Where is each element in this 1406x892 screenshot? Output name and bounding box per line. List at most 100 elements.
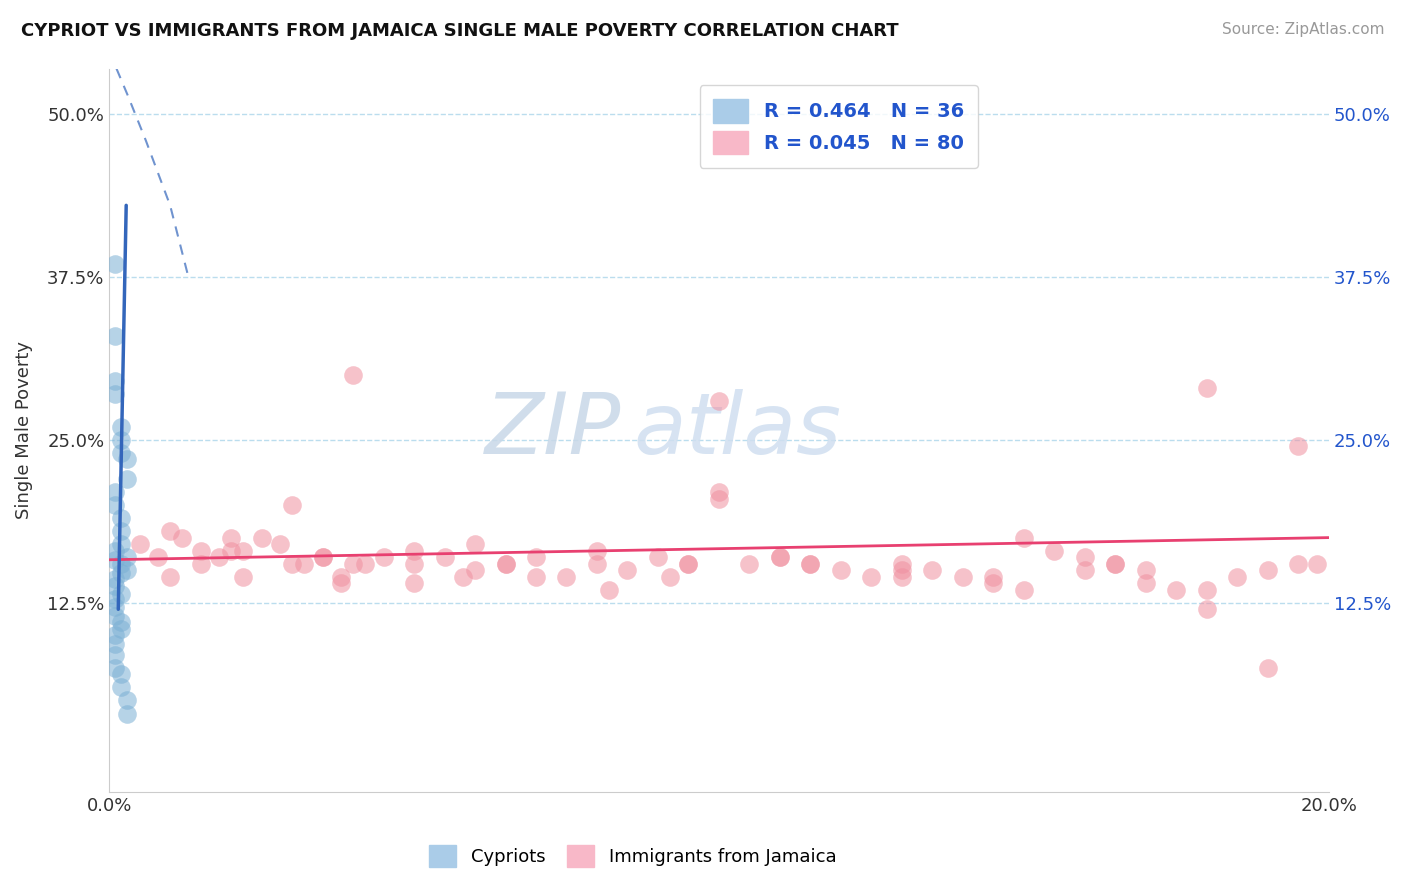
Point	[110, 587, 132, 601]
Text: ZIP: ZIP	[485, 389, 621, 472]
Point	[117, 563, 139, 577]
Point	[402, 543, 425, 558]
Point	[1012, 582, 1035, 597]
Point	[269, 537, 291, 551]
Point	[464, 563, 486, 577]
Point	[799, 557, 821, 571]
Point	[524, 550, 547, 565]
Point	[190, 557, 212, 571]
Point	[1074, 550, 1097, 565]
Point	[1074, 563, 1097, 577]
Point	[110, 511, 132, 525]
Point	[402, 557, 425, 571]
Point	[678, 557, 700, 571]
Point	[830, 563, 852, 577]
Point	[110, 537, 132, 551]
Point	[104, 543, 127, 558]
Point	[104, 637, 127, 651]
Point	[104, 387, 127, 401]
Point	[921, 563, 943, 577]
Point	[1166, 582, 1188, 597]
Point	[799, 557, 821, 571]
Point	[104, 485, 127, 500]
Point	[104, 591, 127, 606]
Point	[104, 628, 127, 642]
Point	[1195, 381, 1218, 395]
Point	[598, 582, 620, 597]
Point	[159, 524, 181, 538]
Point	[1012, 531, 1035, 545]
Point	[1226, 570, 1249, 584]
Point	[1286, 439, 1309, 453]
Point	[659, 570, 682, 584]
Point	[738, 557, 761, 571]
Point	[110, 566, 132, 580]
Point	[495, 557, 517, 571]
Point	[707, 393, 730, 408]
Point	[860, 570, 883, 584]
Point	[433, 550, 456, 565]
Y-axis label: Single Male Poverty: Single Male Poverty	[15, 341, 32, 519]
Point	[208, 550, 231, 565]
Point	[110, 615, 132, 630]
Point	[110, 622, 132, 636]
Legend: R = 0.464   N = 36, R = 0.045   N = 80: R = 0.464 N = 36, R = 0.045 N = 80	[700, 86, 977, 168]
Point	[159, 570, 181, 584]
Point	[117, 550, 139, 565]
Point	[219, 531, 242, 545]
Point	[373, 550, 395, 565]
Point	[707, 485, 730, 500]
Point	[110, 667, 132, 681]
Point	[586, 543, 609, 558]
Point	[329, 576, 352, 591]
Point	[524, 570, 547, 584]
Point	[104, 498, 127, 512]
Point	[146, 550, 169, 565]
Point	[1135, 576, 1157, 591]
Point	[1135, 563, 1157, 577]
Point	[281, 498, 304, 512]
Point	[952, 570, 974, 584]
Point	[110, 681, 132, 695]
Point	[117, 472, 139, 486]
Point	[117, 693, 139, 707]
Point	[250, 531, 273, 545]
Point	[1043, 543, 1066, 558]
Point	[110, 446, 132, 460]
Point	[292, 557, 315, 571]
Point	[647, 550, 669, 565]
Point	[128, 537, 150, 551]
Point	[555, 570, 578, 584]
Point	[890, 563, 912, 577]
Point	[464, 537, 486, 551]
Point	[890, 557, 912, 571]
Point	[495, 557, 517, 571]
Point	[678, 557, 700, 571]
Point	[1257, 661, 1279, 675]
Point	[1195, 602, 1218, 616]
Point	[329, 570, 352, 584]
Point	[104, 579, 127, 593]
Point	[232, 543, 254, 558]
Point	[104, 257, 127, 271]
Point	[104, 599, 127, 614]
Point	[983, 570, 1005, 584]
Point	[1104, 557, 1126, 571]
Point	[769, 550, 792, 565]
Point	[342, 368, 364, 382]
Point	[1257, 563, 1279, 577]
Point	[110, 420, 132, 434]
Point	[1286, 557, 1309, 571]
Point	[110, 524, 132, 538]
Point	[1305, 557, 1327, 571]
Point	[117, 706, 139, 721]
Point	[232, 570, 254, 584]
Point	[983, 576, 1005, 591]
Legend: Cypriots, Immigrants from Jamaica: Cypriots, Immigrants from Jamaica	[422, 838, 844, 874]
Point	[1195, 582, 1218, 597]
Point	[616, 563, 638, 577]
Point	[104, 553, 127, 567]
Point	[707, 491, 730, 506]
Point	[104, 608, 127, 623]
Point	[104, 648, 127, 662]
